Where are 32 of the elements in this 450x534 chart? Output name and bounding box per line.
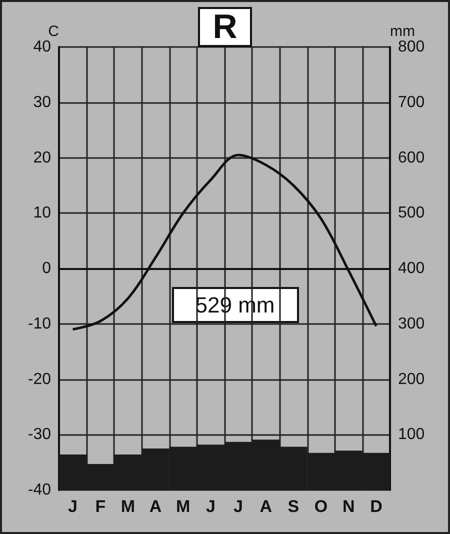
y-tick-label: 10 — [33, 204, 52, 222]
y-tick-label: 40 — [33, 38, 52, 56]
y2-tick-label: 700 — [398, 94, 425, 111]
y2-tick-label: 400 — [398, 260, 425, 277]
y-tick-label: 30 — [33, 94, 52, 111]
y-axis-title: C — [48, 23, 60, 40]
x-tick-label: A — [260, 497, 272, 516]
x-tick-label: S — [288, 497, 300, 516]
y-tick-label: -40 — [28, 482, 52, 498]
x-tick-label: O — [314, 497, 328, 516]
x-tick-label: F — [95, 497, 106, 516]
y-tick-label: -20 — [28, 370, 52, 388]
y-tick-label: -10 — [28, 315, 52, 332]
x-tick-label: J — [234, 497, 244, 516]
y-tick-label: 0 — [42, 260, 52, 277]
x-tick-label: M — [120, 497, 136, 516]
y2-axis-title: mm — [390, 23, 415, 40]
y2-tick-label: 600 — [398, 149, 425, 166]
y2-tick-label: 800 — [398, 38, 425, 56]
x-tick-label: M — [176, 497, 190, 516]
x-tick-label: N — [342, 497, 355, 516]
y-tick-label: -30 — [28, 426, 52, 444]
x-tick-label: J — [206, 497, 216, 516]
y2-tick-label: 300 — [398, 315, 425, 332]
y2-tick-label: 200 — [398, 370, 425, 388]
x-tick-label: J — [68, 497, 78, 516]
y-tick-label: 20 — [33, 149, 52, 166]
x-tick-label: A — [149, 497, 162, 516]
y2-tick-label: 100 — [398, 426, 425, 444]
chart-title: R — [212, 8, 238, 46]
y2-tick-label: 500 — [398, 204, 425, 222]
x-tick-label: D — [370, 497, 382, 516]
